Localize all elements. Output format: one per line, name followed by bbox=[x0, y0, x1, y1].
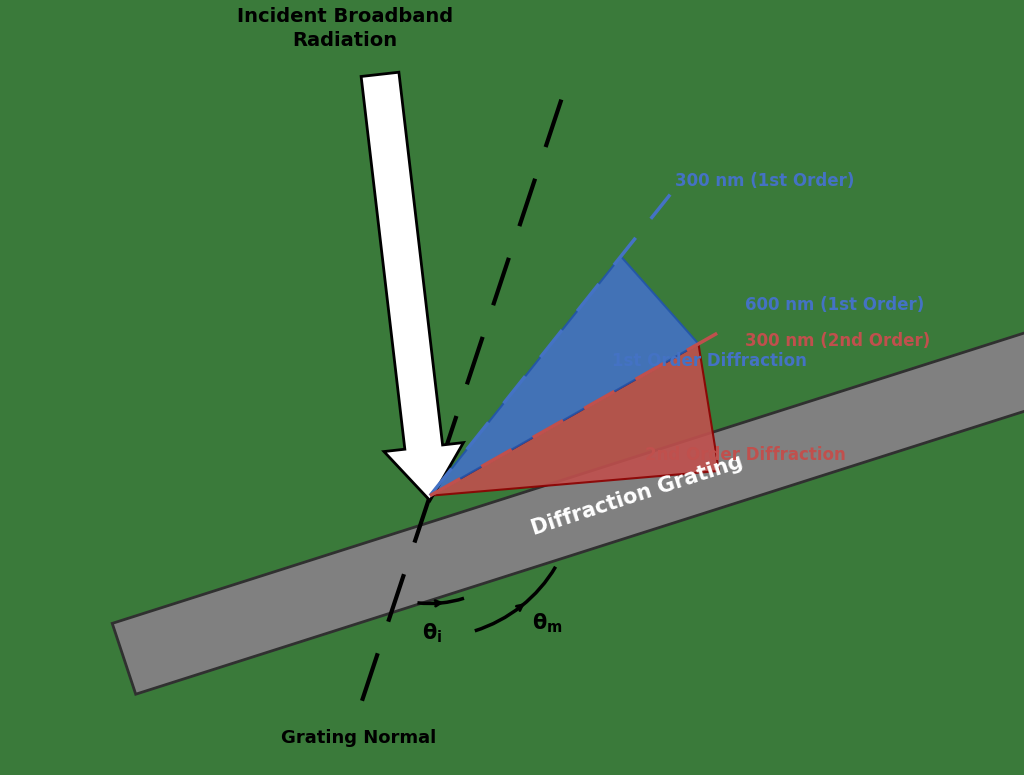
Text: Grating Normal: Grating Normal bbox=[282, 728, 436, 746]
Text: 300 nm (2nd Order): 300 nm (2nd Order) bbox=[745, 332, 931, 350]
Text: 600 nm (1st Order): 600 nm (1st Order) bbox=[745, 296, 925, 314]
Polygon shape bbox=[430, 344, 719, 496]
Text: Diffraction Grating: Diffraction Grating bbox=[529, 452, 745, 539]
Polygon shape bbox=[113, 326, 1024, 694]
Text: $\mathbf{\theta_i}$: $\mathbf{\theta_i}$ bbox=[422, 621, 442, 645]
Text: 300 nm (1st Order): 300 nm (1st Order) bbox=[675, 171, 854, 190]
Text: Incident Broadband
Radiation: Incident Broadband Radiation bbox=[237, 7, 453, 50]
Text: $\mathbf{\theta_m}$: $\mathbf{\theta_m}$ bbox=[531, 611, 562, 635]
FancyArrow shape bbox=[361, 72, 464, 501]
Text: 2nd Order Diffraction: 2nd Order Diffraction bbox=[645, 446, 846, 464]
Text: 1st Order Diffraction: 1st Order Diffraction bbox=[612, 353, 807, 370]
Polygon shape bbox=[430, 257, 698, 496]
